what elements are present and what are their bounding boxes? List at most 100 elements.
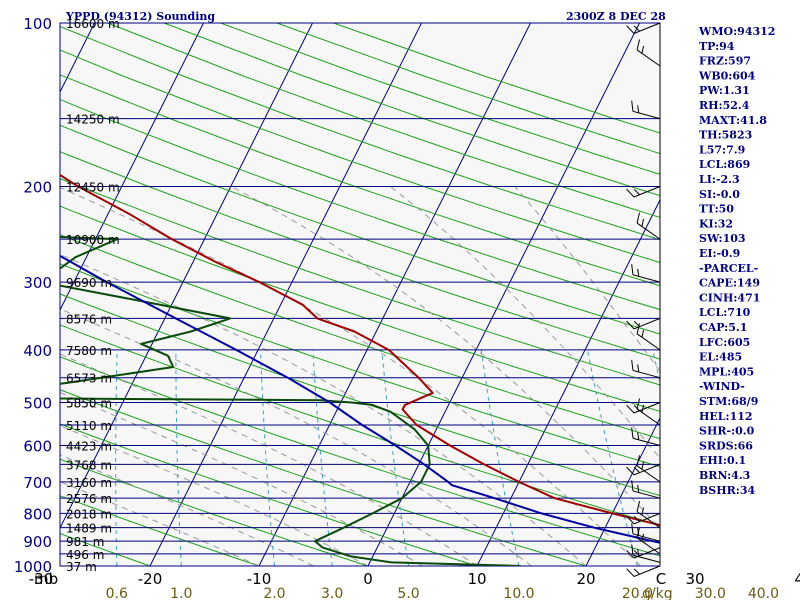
pressure-label: 100 — [23, 15, 52, 33]
pressure-label: 800 — [23, 505, 52, 523]
wind-barb-flag — [636, 323, 641, 334]
height-label: 7580 m — [66, 344, 112, 358]
index-entry: BRN:4.3 — [699, 469, 750, 482]
height-label: 8576 m — [66, 312, 112, 326]
wind-barb-shaft — [633, 565, 661, 577]
wind-barb-shaft — [636, 408, 661, 426]
index-entry: L57:7.9 — [699, 143, 745, 156]
isotherm-line — [60, 23, 313, 530]
wind-barb-flag — [633, 568, 640, 575]
wind-barb-shaft — [632, 110, 661, 120]
index-entry: EI:-0.9 — [699, 247, 740, 260]
wind-barb-flag — [626, 320, 635, 330]
temperature-tick-label: 40 — [794, 570, 800, 588]
height-label: 3160 m — [66, 476, 112, 490]
wind-barb-flag — [641, 218, 645, 227]
pressure-label: 300 — [23, 274, 52, 292]
wind-barb-flag — [641, 533, 645, 542]
moist-adiabat-line — [60, 253, 587, 566]
wind-barb-flag — [626, 515, 635, 525]
height-label: 9690 m — [66, 276, 112, 290]
wind-barb-flag — [641, 404, 645, 413]
wind-barb-shaft — [636, 511, 661, 529]
index-entry: HEL:112 — [699, 410, 753, 423]
wind-barb-shaft — [633, 512, 661, 525]
isotherm-line — [258, 23, 531, 566]
plot-background — [60, 23, 660, 566]
height-label: 2018 m — [66, 507, 112, 521]
wind-barb-flag — [637, 484, 640, 493]
wind-barb-flag — [641, 461, 645, 470]
mixing-ratio-tick-label: 40.0 — [748, 586, 779, 600]
wind-barb-flag — [637, 432, 640, 440]
wind-barb-shaft — [636, 333, 661, 351]
wind-barb-shaft — [632, 490, 661, 499]
valid-time: 2300Z 8 DEC 28 — [566, 10, 666, 23]
temperature-tick-label: -20 — [138, 570, 163, 588]
wind-barb — [636, 455, 661, 483]
wind-barb-flag — [633, 189, 640, 196]
wind-barb — [626, 22, 661, 34]
index-entry: KI:32 — [699, 217, 733, 230]
wind-barb-flag — [631, 523, 634, 535]
index-entry: MPL:405 — [699, 365, 754, 378]
wind-barb-shaft — [632, 274, 661, 283]
wind-barb — [631, 100, 661, 120]
pressure-label: 500 — [23, 395, 52, 413]
wind-barb-flag — [636, 212, 641, 224]
moist-adiabat-line — [60, 308, 532, 566]
temperature-trace — [60, 173, 660, 527]
wind-barb-flag — [641, 507, 645, 516]
isotherm-line — [149, 23, 422, 566]
wind-barb — [626, 463, 661, 476]
wind-barb-flag — [636, 39, 641, 51]
wind-barb-shaft — [633, 547, 661, 559]
wind-barb — [626, 547, 661, 559]
wind-barb-flag — [631, 544, 634, 556]
temperature-tick-label: -30 — [29, 570, 54, 588]
wind-barb — [631, 427, 661, 446]
wind-barb-shaft — [636, 465, 661, 483]
wind-barb — [631, 264, 661, 283]
wind-barb-flag — [636, 501, 641, 512]
index-entry: TP:94 — [699, 40, 735, 53]
height-label: 16600 m — [66, 17, 120, 31]
wind-barb-flag — [633, 515, 640, 522]
index-entry: SHR-:0.0 — [699, 425, 755, 438]
temperature-tick-label: 0 — [363, 570, 373, 588]
wind-barb-flag — [637, 364, 640, 373]
mixing-ratio-tick-label: 20.0 — [622, 586, 653, 600]
mixing-ratio-tick-label: 2.0 — [263, 586, 285, 600]
temperature-tick-label: -10 — [247, 570, 272, 588]
chart-labels: YPPD (94312) Sounding 2300Z 8 DEC 28 mb … — [14, 10, 800, 600]
mixing-ratio-tick-label: 30.0 — [695, 586, 726, 600]
temperature-tick-label: 10 — [467, 570, 486, 588]
isotherm-line — [476, 198, 660, 566]
height-label: 981 m — [66, 535, 104, 549]
isotherm-line — [367, 23, 640, 566]
wind-barb — [631, 523, 661, 542]
wind-barb — [636, 323, 661, 351]
wind-barb-shaft — [636, 537, 661, 555]
wind-barb-flag — [631, 480, 634, 492]
wind-barb-flag — [631, 264, 634, 275]
mixing-ratio-tick-label: 1.0 — [170, 586, 192, 600]
wind-barb-flag — [636, 455, 641, 466]
wind-barb-shaft — [632, 437, 661, 446]
wind-barb-flag — [633, 466, 640, 473]
wind-barb — [626, 402, 661, 414]
index-entry: WB0:604 — [698, 69, 756, 82]
index-entry: LFC:605 — [699, 336, 750, 349]
wind-barb-flag — [633, 25, 640, 32]
height-label: 37 m — [66, 560, 97, 574]
mixing-ratio-tick-label: 10.0 — [503, 586, 534, 600]
wind-barb — [636, 501, 661, 529]
temperature-tick-label: C — [656, 570, 666, 588]
wind-barb-flag — [631, 427, 634, 439]
wind-barb — [636, 398, 661, 426]
wind-barb — [636, 212, 661, 240]
wind-barb — [626, 317, 661, 330]
pressure-label: 1000 — [14, 558, 52, 576]
